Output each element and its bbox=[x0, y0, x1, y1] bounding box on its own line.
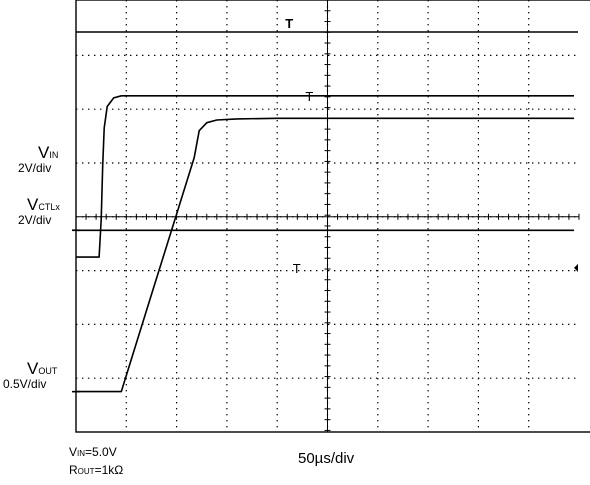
vctl-scale: 2V/div bbox=[18, 213, 52, 227]
trigger-marker: T bbox=[285, 16, 293, 31]
condition-vin-value: =5.0V bbox=[85, 445, 117, 459]
vctl-label-sub: CTLx bbox=[38, 202, 60, 212]
vout-trace bbox=[76, 117, 574, 393]
condition-vin: VIN=5.0V bbox=[69, 446, 117, 458]
arrow-marker bbox=[574, 263, 578, 272]
graticule bbox=[75, 0, 580, 432]
vout-label-main: V bbox=[27, 359, 39, 378]
condition-rout-main: R bbox=[69, 463, 78, 477]
trace-markers: T T T bbox=[72, 16, 578, 393]
condition-rout-value: =1kΩ bbox=[94, 463, 124, 477]
vin-label-sub: IN bbox=[49, 150, 59, 160]
vin-label: VIN bbox=[38, 144, 58, 162]
condition-rout-sub: OUT bbox=[77, 467, 95, 476]
vin-trace bbox=[76, 95, 574, 258]
vctl-label-main: V bbox=[27, 195, 39, 214]
condition-rout: ROUT=1kΩ bbox=[69, 464, 123, 476]
condition-vin-sub: IN bbox=[77, 449, 86, 458]
vctl-label: VCTLx bbox=[27, 196, 60, 214]
trigger-marker: T bbox=[305, 89, 313, 104]
trigger-marker: T bbox=[293, 261, 301, 276]
condition-vin-main: V bbox=[69, 445, 78, 459]
timebase-label: 50µs/div bbox=[298, 450, 355, 467]
plot-frame bbox=[75, 0, 590, 433]
vout-scale: 0.5V/div bbox=[3, 377, 47, 391]
vout-label-sub: OUT bbox=[38, 366, 58, 376]
vout-label: VOUT bbox=[27, 360, 57, 378]
waveforms bbox=[76, 95, 574, 393]
vin-label-main: V bbox=[38, 143, 50, 162]
vin-scale: 2V/div bbox=[18, 161, 52, 175]
